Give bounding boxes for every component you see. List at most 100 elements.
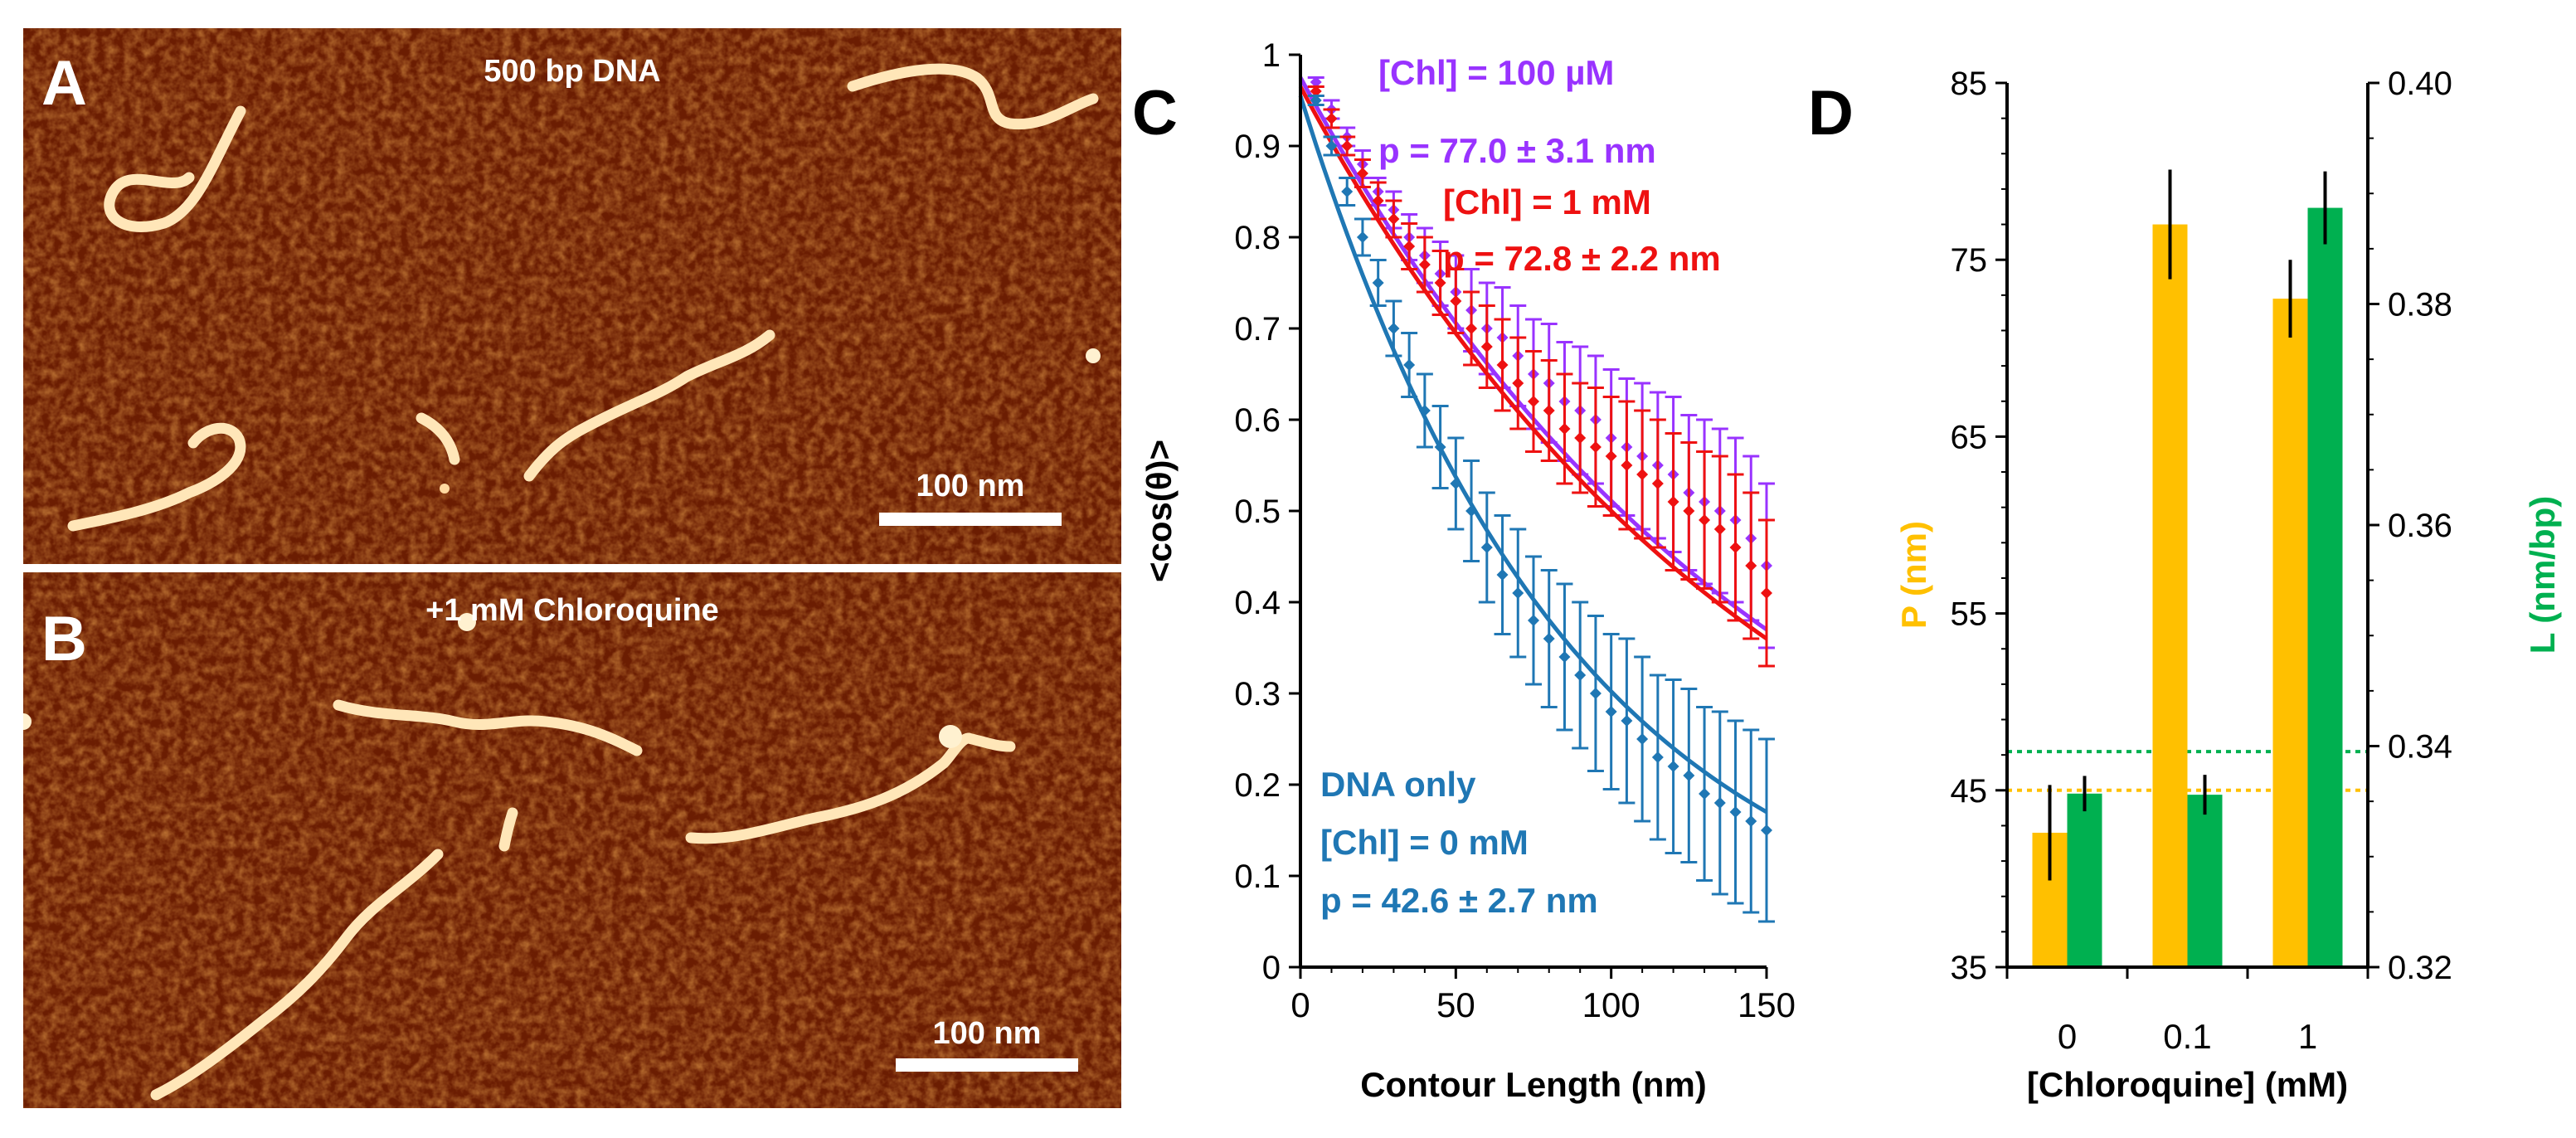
dna-molecule [685, 732, 975, 844]
right-tick-label: 0.34 [2388, 729, 2452, 766]
x-tick-label: 100 [1582, 985, 1640, 1024]
data-point [1729, 514, 1742, 526]
data-point [1356, 158, 1368, 170]
data-point [1745, 533, 1757, 544]
data-point [1512, 350, 1524, 362]
category-label: 0.1 [2163, 1017, 2211, 1056]
dna-molecule [333, 699, 643, 756]
data-point [1667, 496, 1679, 508]
data-point [1761, 587, 1772, 599]
data-point [1480, 542, 1493, 553]
afm-particle [1086, 348, 1101, 363]
data-point [1341, 186, 1354, 197]
left-tick-label: 65 [1951, 419, 1988, 455]
fit-line-purple [1298, 76, 1768, 632]
data-point [1465, 304, 1478, 316]
data-point [1434, 277, 1446, 289]
annotation-red: p = 72.8 ± 2.2 nm [1443, 239, 1721, 278]
left-tick-label: 75 [1951, 242, 1988, 279]
chart-d-right-axis-label: L (nm/bp) [2523, 496, 2562, 654]
series-red [1298, 85, 1775, 668]
data-point [1605, 706, 1617, 717]
bar-chart-d: D 0 0.1 13545556575850.320.340.360.380.40 … [1808, 66, 2562, 1104]
data-point [1418, 259, 1431, 270]
x-tick-label: 150 [1738, 985, 1796, 1024]
bar-gold [2032, 832, 2068, 967]
data-point [1543, 633, 1555, 644]
afm-image-panel-b: +1 mM Chloroquine B 100 nm [23, 572, 1121, 1108]
afm-particle [23, 713, 32, 730]
dna-molecule [523, 329, 775, 482]
data-point [1512, 377, 1524, 389]
fit-line-red [1298, 85, 1768, 641]
chart-c-axes: 0 0.1 0.2 0.3 0.4 0.5 0.6 0.7 0.8 0.9 1 0 50 100 150 [1234, 37, 1796, 1024]
data-point [1651, 460, 1664, 471]
afm-particle [458, 613, 476, 631]
data-point [1388, 204, 1400, 216]
dna-strands-b [150, 699, 1016, 1101]
data-point [1496, 569, 1509, 581]
data-point [1636, 733, 1649, 745]
chart-d-left-axis-label: P (nm) [1894, 521, 1933, 629]
fit-line-blue [1298, 95, 1768, 815]
y-tick-label: 1 [1262, 37, 1281, 74]
data-point [1496, 359, 1509, 371]
afm-texture [23, 28, 1121, 564]
scale-bar-a [879, 513, 1062, 526]
persistence-decay-chart: C 0 0.1 0.2 0.3 0.4 0.5 0.6 0.7 0.8 0.9 1 0 50 100 150… [1132, 37, 1796, 1104]
data-point [1325, 104, 1338, 115]
y-tick-label: 0.8 [1234, 220, 1281, 256]
data-point [1761, 824, 1772, 836]
data-point [1761, 560, 1772, 571]
data-point [1356, 231, 1368, 243]
y-tick-label: 0.9 [1234, 129, 1281, 165]
data-point [1713, 505, 1726, 517]
data-point [1341, 131, 1354, 143]
annotation-purple: [Chl] = 100 µM [1378, 53, 1614, 92]
data-point [1745, 560, 1757, 571]
panel-a-caption: 500 bp DNA [484, 54, 660, 89]
afm-image-b: +1 mM Chloroquine B 100 nm [23, 572, 1121, 1108]
data-point [1543, 377, 1555, 389]
data-point [1729, 542, 1742, 553]
data-point [1699, 514, 1711, 526]
afm-image-a: 500 bp DNA A 100 nm [23, 28, 1121, 564]
data-point [1713, 797, 1726, 809]
data-point [1574, 405, 1587, 416]
data-point [1310, 76, 1322, 88]
y-tick-label: 0.1 [1234, 858, 1281, 895]
data-point [1528, 615, 1539, 626]
data-point [1683, 770, 1695, 781]
category-label: 0 [2058, 1017, 2077, 1056]
right-tick-label: 0.36 [2388, 508, 2452, 544]
data-point [1605, 432, 1617, 444]
data-point [1528, 396, 1539, 407]
left-tick-label: 55 [1951, 596, 1988, 633]
chart-d-bars [2032, 169, 2343, 967]
annotation-red: [Chl] = 1 mM [1443, 182, 1651, 221]
data-point [1528, 368, 1539, 380]
data-point [1651, 751, 1664, 763]
data-point [1418, 250, 1431, 261]
annotation-blue: [Chl] = 0 mM [1320, 823, 1529, 862]
y-tick-label: 0.7 [1234, 311, 1281, 348]
y-tick-label: 0.6 [1234, 402, 1281, 439]
data-point [1450, 478, 1462, 489]
data-point [1589, 688, 1601, 699]
data-point [1683, 505, 1695, 517]
annotation-blue: p = 42.6 ± 2.7 nm [1320, 881, 1598, 920]
bar-green [2307, 207, 2343, 967]
data-point [1605, 450, 1617, 462]
dna-fragment [416, 412, 460, 465]
scale-bar-b [896, 1058, 1078, 1072]
data-point [1651, 478, 1664, 489]
chart-c-y-axis-label: <cos(θ)> [1140, 440, 1179, 582]
data-point [1388, 213, 1400, 225]
x-tick-label: 0 [1290, 985, 1310, 1024]
category-label: 1 [2298, 1017, 2317, 1056]
data-point [1745, 815, 1757, 827]
afm-particle [939, 725, 962, 748]
bar-gold [2272, 299, 2308, 967]
data-point [1496, 332, 1509, 343]
panel-a-letter: A [41, 48, 87, 119]
